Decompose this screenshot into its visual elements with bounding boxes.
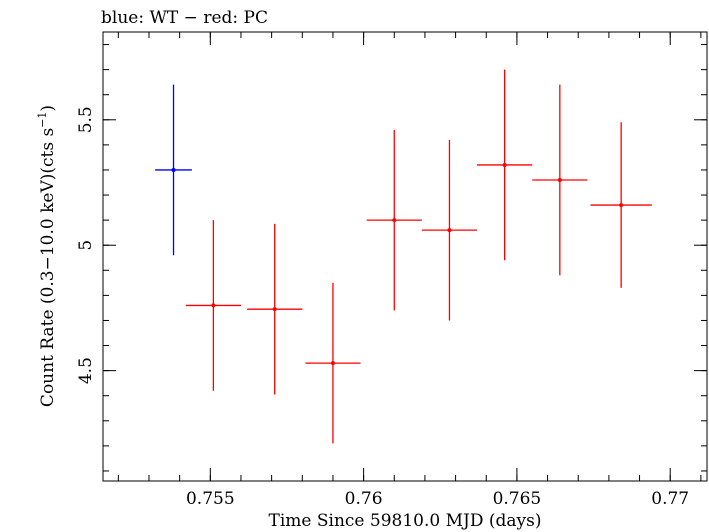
y-tick-label: 4.5 [76,357,96,384]
point-marker [557,177,562,182]
data-points [155,69,652,444]
data-point [247,223,303,395]
data-point [185,220,241,391]
x-tick-label: 0.765 [493,489,542,509]
data-point [532,84,588,276]
data-point [590,122,652,288]
y-tick-label: 5 [76,240,96,251]
point-marker [272,307,277,312]
point-marker [502,162,507,167]
y-axis-label-end: ) [38,105,58,112]
point-marker [619,203,624,208]
point-marker [171,167,176,172]
data-point [366,129,422,311]
x-axis-label: Time Since 59810.0 MJD (days) [269,511,542,531]
chart-title: blue: WT − red: PC [101,8,268,28]
x-tick-label: 0.76 [345,489,383,509]
x-tick-label: 0.77 [651,489,689,509]
plot-frame [102,31,708,482]
y-axis-label-sup: −1 [36,112,49,128]
y-tick-label: 5.5 [76,106,96,133]
series-0 [155,84,192,256]
data-point [155,84,192,256]
point-marker [211,303,216,308]
point-marker [330,361,335,366]
point-marker [447,228,452,233]
y-axis-label-main: Count Rate (0.3−10.0 keV)(cts s [38,128,58,407]
data-point [421,139,478,321]
y-axis-label: Count Rate (0.3−10.0 keV)(cts s−1) [36,105,58,407]
axis-ticks [103,32,707,481]
series-1 [185,69,652,444]
x-tick-label: 0.755 [186,489,235,509]
tick-labels: 0.755 0.76 0.765 0.77 4.5 5 5.5 [76,106,689,509]
data-point [477,69,533,261]
point-marker [392,218,397,223]
data-point [305,282,361,444]
